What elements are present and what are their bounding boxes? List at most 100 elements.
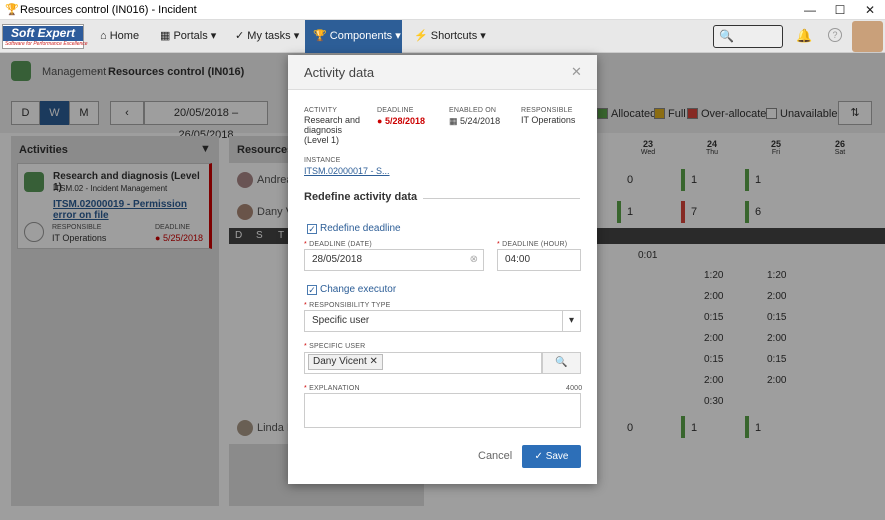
time-value: 1:20 [704, 270, 724, 281]
explanation-label: EXPLANATION [309, 385, 360, 392]
redefine-deadline-label[interactable]: Redefine deadline [320, 223, 401, 234]
search-user-button[interactable]: 🔍 [542, 352, 581, 374]
section-divider [304, 198, 580, 199]
cancel-button[interactable]: Cancel [478, 450, 513, 462]
bolt-icon: ⚡ [414, 30, 428, 42]
time-value: 0:15 [704, 354, 724, 365]
clear-icon[interactable]: ⊗ [469, 254, 478, 265]
enabled-label: ENABLED ON [449, 107, 497, 114]
allocation-value[interactable]: 0 [627, 174, 634, 186]
filter-icon[interactable]: ▼ [200, 143, 211, 155]
nav-shortcuts-label: Shortcuts [430, 30, 478, 42]
resp-type-select[interactable]: Specific user ▾ [304, 310, 581, 332]
allocation-value[interactable]: 1 [691, 422, 698, 434]
maximize-button[interactable]: ☐ [834, 3, 846, 17]
user-tag[interactable]: Dany Vicent ✕ [308, 354, 383, 370]
allocation-value[interactable]: 1 [755, 174, 762, 186]
view-day-button[interactable]: D [11, 101, 40, 125]
activity-label: ACTIVITY [304, 107, 338, 114]
prev-period-button[interactable]: ‹ [110, 101, 144, 125]
user-tag-label: Dany Vicent [313, 356, 367, 367]
breadcrumb-current: Resources control (IN016) [108, 66, 245, 78]
save-button[interactable]: ✓ Save [522, 445, 581, 468]
change-executor-checkbox[interactable]: ✓ [307, 285, 317, 295]
change-executor-label[interactable]: Change executor [320, 284, 397, 295]
explanation-textarea[interactable] [304, 393, 581, 428]
nav-my-tasks[interactable]: ✓ My tasks ▾ [227, 20, 307, 53]
deadline-date-label: DEADLINE (DATE) [309, 241, 372, 248]
allocation-bar [745, 201, 749, 223]
day-name: Fri [771, 149, 781, 156]
nav-portals[interactable]: ▦ Portals ▾ [152, 20, 224, 53]
check-icon: ✓ [534, 451, 543, 462]
close-window-button[interactable]: ✕ [864, 3, 876, 17]
legend-swatch [687, 108, 698, 119]
day-num: 25 [770, 139, 781, 149]
allocation-bar [745, 416, 749, 438]
nav-shortcuts[interactable]: ⚡ Shortcuts ▾ [406, 20, 494, 53]
allocation-value[interactable]: 1 [755, 422, 762, 434]
deadline-hour-input[interactable]: 04:00 [497, 249, 581, 271]
legend-unavailable: Unavailable [766, 108, 837, 120]
responsible-label: RESPONSIBLE [52, 224, 102, 231]
allocation-value[interactable]: 1 [627, 206, 634, 218]
allocation-value[interactable]: 1 [691, 174, 698, 186]
sort-button[interactable]: ⇅ [838, 101, 872, 125]
close-icon[interactable]: ✕ [571, 64, 582, 79]
deadline-value: ● 5/28/2018 [377, 116, 425, 126]
responsible-value: IT Operations [52, 233, 107, 243]
allocation-bar [681, 416, 685, 438]
window-titlebar: 🏆 Resources control (IN016) - Incident —… [0, 0, 885, 20]
allocation-value[interactable]: 6 [755, 206, 762, 218]
legend-label: Unavailable [780, 108, 838, 120]
date-range[interactable]: 20/05/2018 – 26/05/2018 [144, 101, 268, 141]
deadline-label: DEADLINE [155, 224, 191, 231]
view-week-button[interactable]: W [40, 101, 69, 125]
activity-process: ITSM.02 - Incident Management [53, 184, 168, 193]
nav-home[interactable]: ⌂ Home [92, 20, 147, 53]
day-header: 23 Wed [616, 136, 680, 162]
allocation-value[interactable]: 0 [627, 422, 634, 434]
nav-home-label: Home [109, 30, 140, 42]
help-icon[interactable]: ? [828, 28, 842, 42]
day-header: 24 Thu [680, 136, 744, 162]
avatar[interactable] [852, 21, 883, 52]
col-header: T [278, 230, 285, 241]
deadline-date-input[interactable]: 28/05/2018 ⊗ [304, 249, 484, 271]
legend-full: Full [654, 108, 686, 120]
deadline-hour-label: DEADLINE (HOUR) [502, 241, 568, 248]
instance-label: INSTANCE [304, 157, 341, 164]
nav-portals-label: Portals [173, 30, 208, 42]
section-title: Redefine activity data [304, 191, 424, 203]
minimize-button[interactable]: — [804, 3, 816, 17]
grid-icon: ▦ [160, 30, 171, 42]
activity-name: Research and diagnosis (Level 1) [53, 171, 200, 193]
specific-user-input[interactable]: Dany Vicent ✕ [304, 352, 542, 374]
time-value: 0:15 [767, 312, 787, 323]
time-value: 2:00 [704, 333, 724, 344]
instance-link[interactable]: ITSM.02000017 - S... [304, 166, 390, 176]
nav-components[interactable]: 🏆 Components ▾ [305, 20, 402, 53]
deadline-value: ● 5/25/2018 [155, 233, 203, 243]
dialog-title: Activity data [304, 65, 375, 80]
day-num: 24 [706, 139, 717, 149]
resource-name: Andreas [257, 174, 298, 186]
activity-card[interactable]: Research and diagnosis (Level 1) ITSM.02… [17, 163, 212, 249]
redefine-deadline-checkbox[interactable]: ✓ [307, 224, 317, 234]
day-header: 26 Sat [808, 136, 872, 162]
remove-tag-icon[interactable]: ✕ [369, 356, 378, 367]
deadline-text: 5/28/2018 [384, 116, 425, 126]
trophy-icon: 🏆 [313, 30, 327, 42]
breadcrumb-parent[interactable]: Management [42, 66, 107, 78]
activity-link[interactable]: ITSM.02000019 - Permission error on file [53, 199, 187, 221]
time-value: 0:15 [704, 312, 724, 323]
logo-brand: Soft Expert [3, 26, 83, 41]
allocation-value[interactable]: 7 [691, 206, 698, 218]
time-value: 0:01 [638, 250, 658, 261]
chevron-down-icon[interactable]: ▾ [562, 311, 580, 331]
activity-data-dialog: Activity data ✕ ACTIVITY Research and di… [288, 55, 597, 484]
view-month-button[interactable]: M [69, 101, 99, 125]
bell-icon[interactable]: 🔔 [796, 28, 813, 43]
search-input[interactable]: 🔍 [713, 25, 783, 48]
save-label: Save [545, 451, 569, 462]
